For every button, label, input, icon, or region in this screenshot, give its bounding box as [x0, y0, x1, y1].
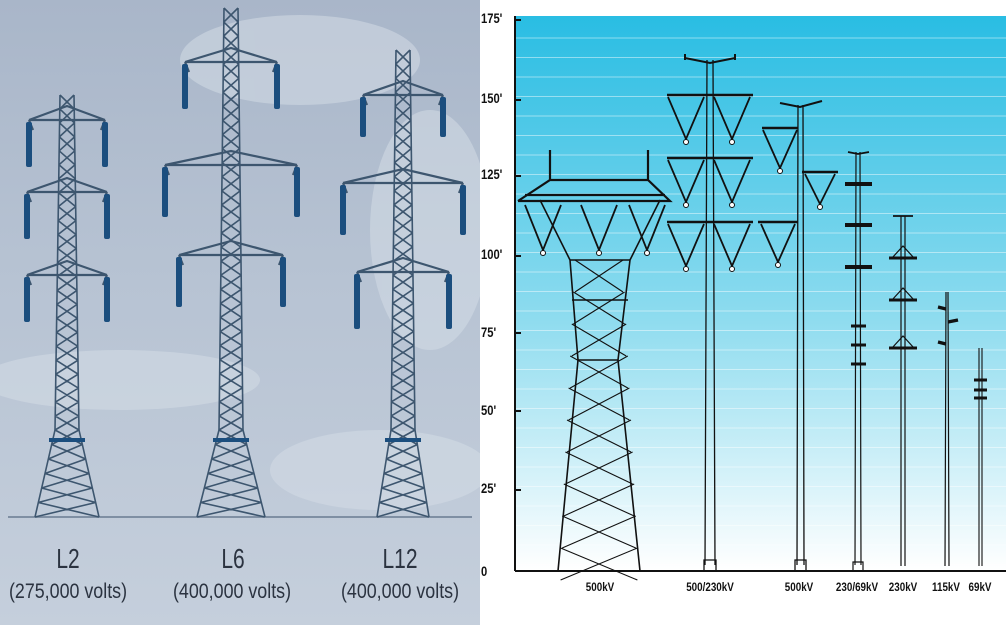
y-tick-0: 0 — [481, 563, 488, 579]
tower-name-l6: L6 — [221, 543, 245, 574]
structure-label-500kv-pole: 500kV — [784, 580, 814, 594]
y-tick-150: 150' — [481, 90, 503, 106]
y-tick-125: 125' — [481, 166, 503, 182]
structure-label-115kv: 115kV — [932, 580, 960, 594]
tower-voltage-l6: (400,000 volts) — [172, 580, 292, 603]
insulator — [440, 97, 446, 137]
structure-label-500kv-lattice: 500kV — [585, 580, 615, 594]
insulator — [446, 274, 452, 329]
insulator — [102, 122, 108, 167]
y-tick-75: 75' — [481, 324, 497, 340]
insulator — [354, 274, 360, 329]
tower-band — [213, 438, 249, 442]
y-tick-100: 100' — [481, 246, 503, 262]
tower-band — [49, 438, 85, 442]
y-tick-50: 50' — [481, 402, 497, 418]
sky-background — [515, 16, 1006, 570]
transmission-tower-photo-panel: L2 (275,000 volts) L6 (400,000 volts) L1… — [0, 0, 480, 625]
insulator — [182, 64, 188, 109]
tower-band — [385, 438, 421, 442]
insulator — [274, 64, 280, 109]
structure-500kv-lattice — [517, 150, 673, 581]
tower-l12 — [340, 49, 466, 518]
structure-height-diagram — [514, 16, 1006, 581]
insulator — [460, 185, 466, 235]
tower-photo-illustration — [0, 7, 480, 518]
structure-230kv — [889, 215, 917, 566]
tower-l6 — [162, 7, 300, 518]
y-tick-25: 25' — [481, 480, 497, 496]
insulator — [340, 185, 346, 235]
structure-height-comparison-panel: 175' 150' 125' 100' 75' 50' 25' 0 500kV … — [480, 0, 1006, 625]
structure-230-69kv — [845, 151, 872, 572]
structure-label-230kv: 230kV — [888, 580, 918, 594]
tower-l2 — [24, 94, 110, 518]
tower-name-l12: L12 — [382, 543, 418, 574]
structure-label-69kv: 69kV — [968, 580, 992, 594]
insulator — [24, 277, 30, 322]
towers-group — [24, 7, 466, 518]
insulator — [294, 167, 300, 217]
insulator — [280, 257, 286, 307]
insulator — [104, 277, 110, 322]
structure-69kv — [974, 348, 987, 566]
y-tick-175: 175' — [481, 10, 503, 26]
tower-voltage-l2: (275,000 volts) — [8, 580, 128, 603]
structure-500-230kv — [667, 54, 753, 572]
tower-name-l2: L2 — [56, 543, 80, 574]
insulator — [360, 97, 366, 137]
insulator — [24, 194, 30, 239]
insulator — [176, 257, 182, 307]
tower-voltage-l12: (400,000 volts) — [340, 580, 460, 603]
structure-label-500-230kv: 500/230kV — [686, 580, 734, 594]
structures-group — [517, 54, 987, 581]
structure-500kv-pole — [758, 100, 838, 572]
structure-115kv — [937, 291, 959, 567]
insulator — [104, 194, 110, 239]
insulator — [162, 167, 168, 217]
height-gridlines — [515, 19, 1006, 565]
insulator — [26, 122, 32, 167]
structure-label-230-69kv: 230/69kV — [835, 580, 879, 594]
